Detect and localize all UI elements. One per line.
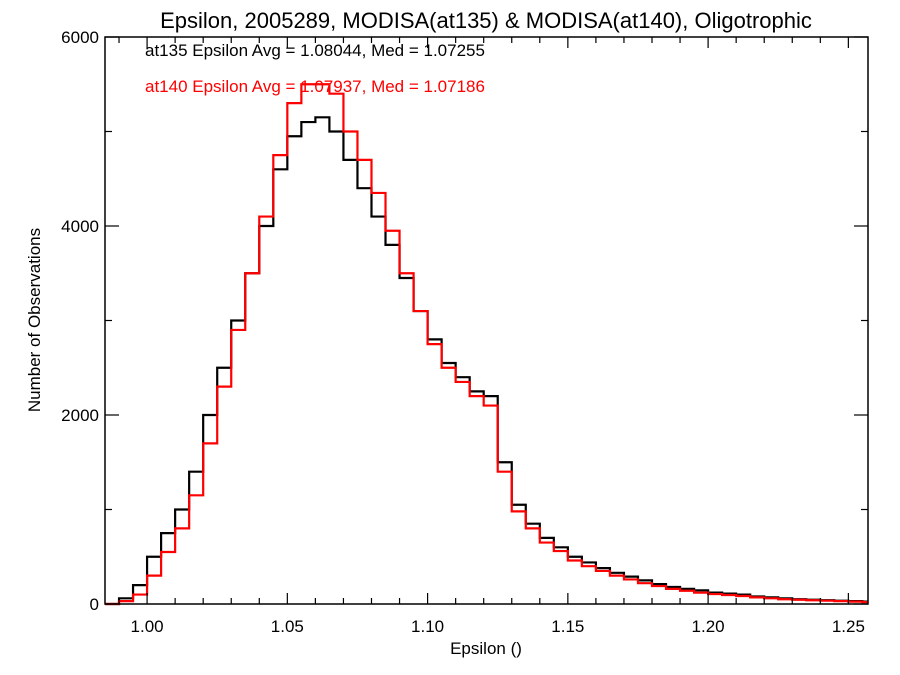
- x-tick-label: 1.25: [832, 617, 865, 636]
- x-tick-label: 1.20: [692, 617, 725, 636]
- chart-title: Epsilon, 2005289, MODISA(at135) & MODISA…: [160, 8, 812, 33]
- y-axis-label: Number of Observations: [25, 228, 44, 412]
- legend: at135 Epsilon Avg = 1.08044, Med = 1.072…: [145, 41, 485, 96]
- x-tick-label: 1.05: [271, 617, 304, 636]
- y-tick-label: 6000: [61, 28, 99, 47]
- y-tick-label: 2000: [61, 406, 99, 425]
- y-axis-ticks: 0 2000 4000 6000: [61, 28, 868, 614]
- legend-entry-at135: at135 Epsilon Avg = 1.08044, Med = 1.072…: [145, 41, 485, 60]
- series-line-at135: [105, 116, 868, 606]
- plot-frame: [104, 36, 869, 605]
- y-tick-label: 0: [90, 595, 99, 614]
- series-lines: [105, 83, 868, 606]
- x-axis-label: Epsilon (): [450, 639, 522, 658]
- x-tick-label: 1.00: [131, 617, 164, 636]
- x-tick-label: 1.10: [411, 617, 444, 636]
- x-tick-label: 1.15: [551, 617, 584, 636]
- series-line-at140: [105, 83, 868, 606]
- legend-entry-at140: at140 Epsilon Avg = 1.07937, Med = 1.071…: [145, 77, 485, 96]
- x-axis-ticks: 1.00 1.05 1.10 1.15 1.20 1.25: [118, 37, 865, 636]
- y-tick-label: 4000: [61, 217, 99, 236]
